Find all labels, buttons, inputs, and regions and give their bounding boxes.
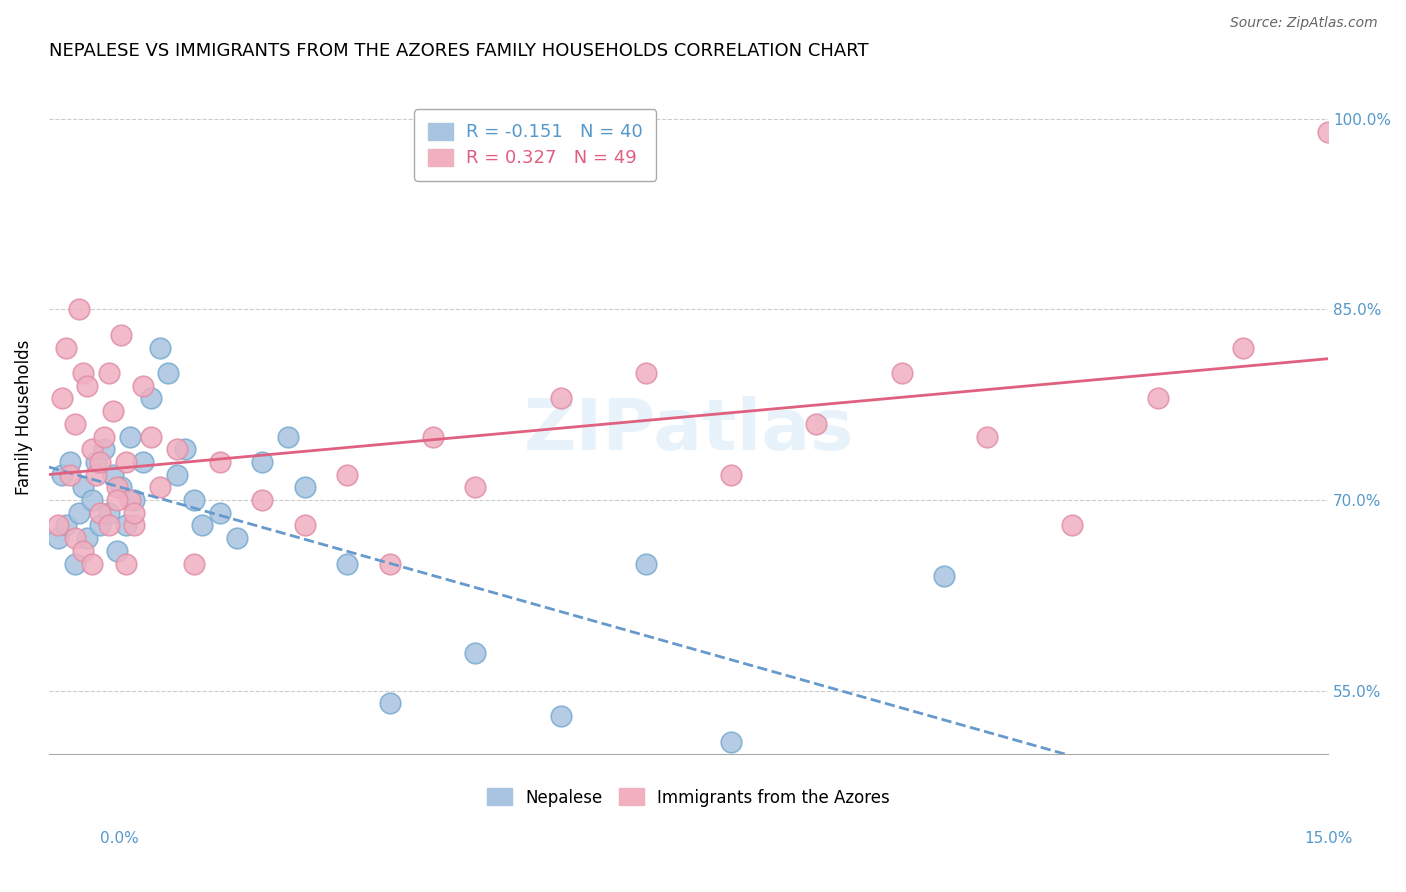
- Point: [720, 467, 742, 482]
- Point: [80, 493, 103, 508]
- Point: [1317, 125, 1340, 139]
- Point: [46, 518, 69, 533]
- Point: [118, 429, 141, 443]
- Point: [336, 467, 359, 482]
- Point: [806, 772, 828, 787]
- Point: [55, 341, 77, 355]
- Point: [97, 366, 120, 380]
- Point: [118, 493, 141, 508]
- Point: [720, 734, 742, 748]
- Point: [122, 506, 145, 520]
- Point: [191, 518, 214, 533]
- Point: [634, 557, 657, 571]
- Point: [110, 480, 132, 494]
- Point: [72, 544, 94, 558]
- Point: [84, 467, 107, 482]
- Point: [93, 429, 115, 443]
- Point: [422, 429, 444, 443]
- Point: [76, 531, 98, 545]
- Point: [72, 366, 94, 380]
- Point: [225, 531, 247, 545]
- Point: [114, 455, 136, 469]
- Point: [149, 341, 172, 355]
- Point: [122, 518, 145, 533]
- Point: [105, 480, 128, 494]
- Point: [183, 493, 205, 508]
- Point: [1062, 518, 1084, 533]
- Point: [67, 506, 90, 520]
- Point: [84, 455, 107, 469]
- Point: [166, 467, 188, 482]
- Point: [464, 646, 486, 660]
- Point: [132, 455, 155, 469]
- Point: [114, 557, 136, 571]
- Point: [114, 518, 136, 533]
- Point: [101, 467, 124, 482]
- Point: [1232, 341, 1254, 355]
- Point: [72, 480, 94, 494]
- Point: [141, 429, 163, 443]
- Point: [80, 442, 103, 457]
- Point: [101, 404, 124, 418]
- Point: [294, 518, 316, 533]
- Point: [336, 557, 359, 571]
- Point: [63, 531, 86, 545]
- Point: [174, 442, 197, 457]
- Point: [59, 467, 82, 482]
- Point: [166, 442, 188, 457]
- Text: 0.0%: 0.0%: [100, 831, 139, 846]
- Point: [277, 429, 299, 443]
- Point: [89, 518, 111, 533]
- Point: [149, 480, 172, 494]
- Point: [250, 493, 273, 508]
- Point: [378, 557, 401, 571]
- Point: [183, 557, 205, 571]
- Point: [550, 392, 572, 406]
- Point: [105, 544, 128, 558]
- Point: [89, 455, 111, 469]
- Point: [51, 392, 73, 406]
- Text: ZIPatlas: ZIPatlas: [523, 396, 853, 466]
- Text: 15.0%: 15.0%: [1305, 831, 1353, 846]
- Y-axis label: Family Households: Family Households: [15, 340, 32, 495]
- Legend: Nepalese, Immigrants from the Azores: Nepalese, Immigrants from the Azores: [481, 781, 897, 814]
- Point: [63, 417, 86, 431]
- Point: [208, 506, 231, 520]
- Point: [63, 557, 86, 571]
- Point: [97, 518, 120, 533]
- Point: [80, 557, 103, 571]
- Point: [55, 518, 77, 533]
- Point: [976, 429, 998, 443]
- Point: [122, 493, 145, 508]
- Point: [1146, 392, 1168, 406]
- Point: [464, 480, 486, 494]
- Point: [132, 378, 155, 392]
- Point: [110, 327, 132, 342]
- Point: [157, 366, 180, 380]
- Point: [59, 455, 82, 469]
- Point: [46, 531, 69, 545]
- Point: [550, 709, 572, 723]
- Text: Source: ZipAtlas.com: Source: ZipAtlas.com: [1230, 16, 1378, 29]
- Point: [934, 569, 956, 583]
- Text: NEPALESE VS IMMIGRANTS FROM THE AZORES FAMILY HOUSEHOLDS CORRELATION CHART: NEPALESE VS IMMIGRANTS FROM THE AZORES F…: [49, 42, 869, 60]
- Point: [76, 378, 98, 392]
- Point: [97, 506, 120, 520]
- Point: [67, 302, 90, 317]
- Point: [208, 455, 231, 469]
- Point: [250, 455, 273, 469]
- Point: [51, 467, 73, 482]
- Point: [294, 480, 316, 494]
- Point: [89, 506, 111, 520]
- Point: [806, 417, 828, 431]
- Point: [93, 442, 115, 457]
- Point: [634, 366, 657, 380]
- Point: [141, 392, 163, 406]
- Point: [378, 697, 401, 711]
- Point: [105, 493, 128, 508]
- Point: [890, 366, 912, 380]
